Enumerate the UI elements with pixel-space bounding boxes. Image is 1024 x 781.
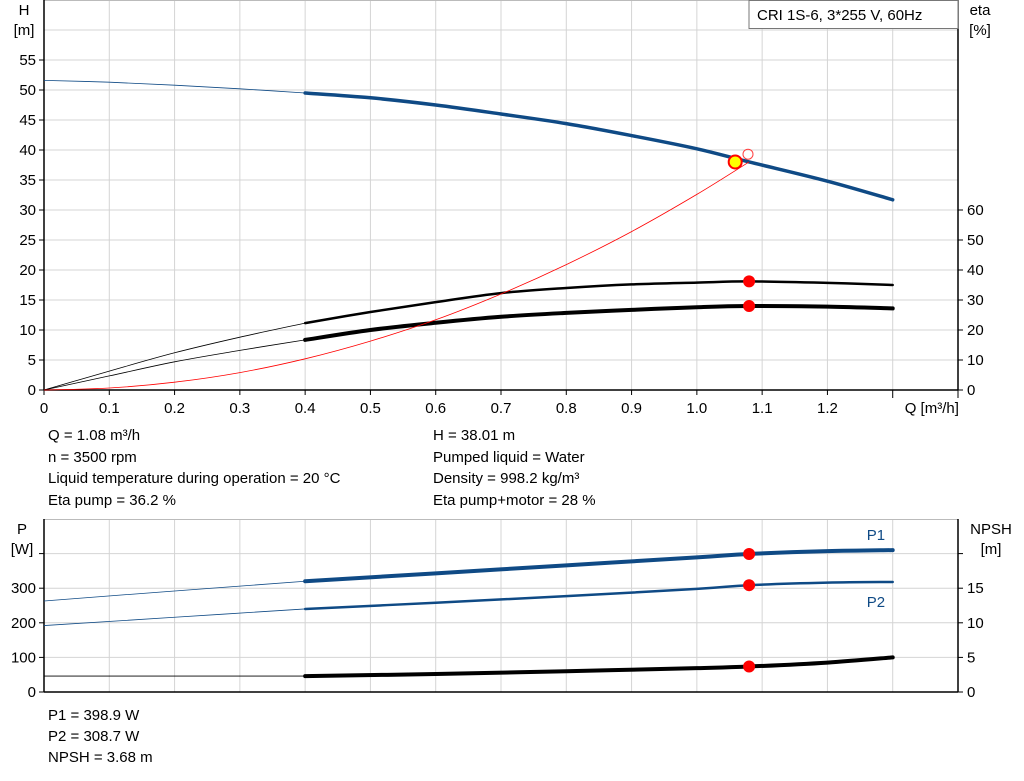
y-right-tick-label: 20 xyxy=(967,322,984,339)
info-p1: P1 = 398.9 W xyxy=(48,707,140,724)
y-left-tick-label: 50 xyxy=(19,82,36,99)
x-tick-label: 1.1 xyxy=(752,400,773,417)
y-left-axis-label: H xyxy=(19,2,30,19)
x-tick-label: 0.7 xyxy=(491,400,512,417)
duty-point-marker xyxy=(743,275,756,288)
y-left-tick-label: 35 xyxy=(19,172,36,189)
duty-point-marker xyxy=(727,154,743,170)
series-line-thin xyxy=(43,161,750,391)
power-npsh-chart: 0 100 200 300 0 5 10 15 P [W] NPSH [m] P1 P2 xyxy=(11,519,1012,701)
y-right-axis-label: eta xyxy=(970,2,992,19)
x-tick-label: 0.4 xyxy=(295,400,316,417)
duty-point-marker xyxy=(743,300,756,312)
y-right-tick-label: 10 xyxy=(967,615,984,632)
series-line xyxy=(303,548,895,584)
y-left-tick-label: 15 xyxy=(19,292,36,309)
series-label-p2: P2 xyxy=(867,594,885,611)
y-left-tick-label: 40 xyxy=(19,142,36,159)
info-top-col1: Q = 1.08 m³/h n = 3500 rpm Liquid temper… xyxy=(48,425,340,511)
y-left-tick-label: 20 xyxy=(19,262,36,279)
x-tick-label: 0.5 xyxy=(360,400,381,417)
info-p2: P2 = 308.7 W xyxy=(48,728,140,745)
legend-box xyxy=(748,0,959,29)
y-right-tick-label: 5 xyxy=(967,649,975,666)
series-line xyxy=(303,580,894,611)
legend-text: CRI 1S-6, 3*255 V, 60Hz xyxy=(757,7,922,24)
x-tick-label: 0.6 xyxy=(425,400,446,417)
y-right-tick-label: 40 xyxy=(967,262,984,279)
x-axis-label: Q [m³/h] xyxy=(905,400,959,417)
x-tick-label: 0.3 xyxy=(229,400,250,417)
x-tick-label: 1.2 xyxy=(817,400,838,417)
y-left-tick-label: 300 xyxy=(11,580,36,597)
series-line-thin xyxy=(43,80,306,94)
series-line xyxy=(303,91,895,202)
y-left-tick-label: 45 xyxy=(19,112,36,129)
series-line xyxy=(303,655,895,679)
y-right-tick-label: 60 xyxy=(967,202,984,219)
x-tick-label: 0.8 xyxy=(556,400,577,417)
duty-point-marker xyxy=(743,579,756,592)
y-right-tick-label: 30 xyxy=(967,292,984,309)
y-right-tick-label: 50 xyxy=(967,232,984,249)
y-left-tick-label: 5 xyxy=(28,352,36,369)
x-tick-label: 0 xyxy=(40,400,48,417)
series-line xyxy=(303,303,895,342)
info-temperature: Liquid temperature during operation = 20… xyxy=(48,470,341,487)
y-right-axis-label: NPSH xyxy=(970,521,1012,538)
duty-point-marker xyxy=(743,660,756,673)
series-line-thin xyxy=(43,339,306,391)
info-liquid: Pumped liquid = Water xyxy=(433,448,585,466)
duty-point-marker xyxy=(743,547,756,560)
info-eta-pump: Eta pump = 36.2 % xyxy=(48,491,176,509)
y-right-axis-label: [%] xyxy=(969,22,991,39)
y-left-tick-label: 30 xyxy=(19,202,36,219)
y-left-tick-label: 10 xyxy=(19,322,36,339)
info-head: H = 38.01 m xyxy=(433,427,516,444)
info-top-col2: H = 38.01 m Pumped liquid = Water Densit… xyxy=(433,425,596,511)
series-label-p1: P1 xyxy=(867,527,885,544)
x-tick-label: 1.0 xyxy=(686,400,707,417)
y-left-axis-label: P xyxy=(17,521,27,538)
x-tick-label: 0.2 xyxy=(164,400,185,417)
info-eta-total: Eta pump+motor = 28 % xyxy=(433,491,596,509)
info-speed: n = 3500 rpm xyxy=(48,448,137,466)
x-tick-label: 0.1 xyxy=(99,400,120,417)
series-line-thin xyxy=(43,608,306,626)
head-efficiency-chart: 0 5 10 15 20 25 30 35 40 45 50 55 0 10 20 30 40 50 60 H [m] e… xyxy=(14,0,992,417)
series-line xyxy=(303,280,894,325)
y-right-tick-label: 0 xyxy=(967,382,975,399)
info-flow: Q = 1.08 m³/h xyxy=(48,427,141,444)
y-left-axis-label: [m] xyxy=(14,22,35,39)
requested-point-marker xyxy=(742,148,754,160)
y-left-tick-label: 0 xyxy=(28,684,36,701)
y-right-tick-label: 15 xyxy=(967,580,984,597)
y-right-axis-label: [m] xyxy=(981,541,1002,558)
x-tick-label: 0.9 xyxy=(621,400,642,417)
series-line-thin xyxy=(43,580,306,602)
y-left-tick-label: 200 xyxy=(11,615,36,632)
info-density: Density = 998.2 kg/m³ xyxy=(433,470,580,487)
y-left-tick-label: 55 xyxy=(19,52,36,69)
info-bottom: P1 = 398.9 W P2 = 308.7 W NPSH = 3.68 m xyxy=(48,705,153,768)
y-left-tick-label: 100 xyxy=(11,649,36,666)
info-npsh: NPSH = 3.68 m xyxy=(48,749,153,766)
y-right-tick-label: 0 xyxy=(967,684,975,701)
y-right-tick-label: 10 xyxy=(967,352,984,369)
y-left-axis-label: [W] xyxy=(11,541,34,558)
series-line-thin xyxy=(43,322,306,391)
y-left-tick-label: 0 xyxy=(28,382,36,399)
y-left-tick-label: 25 xyxy=(19,232,36,249)
